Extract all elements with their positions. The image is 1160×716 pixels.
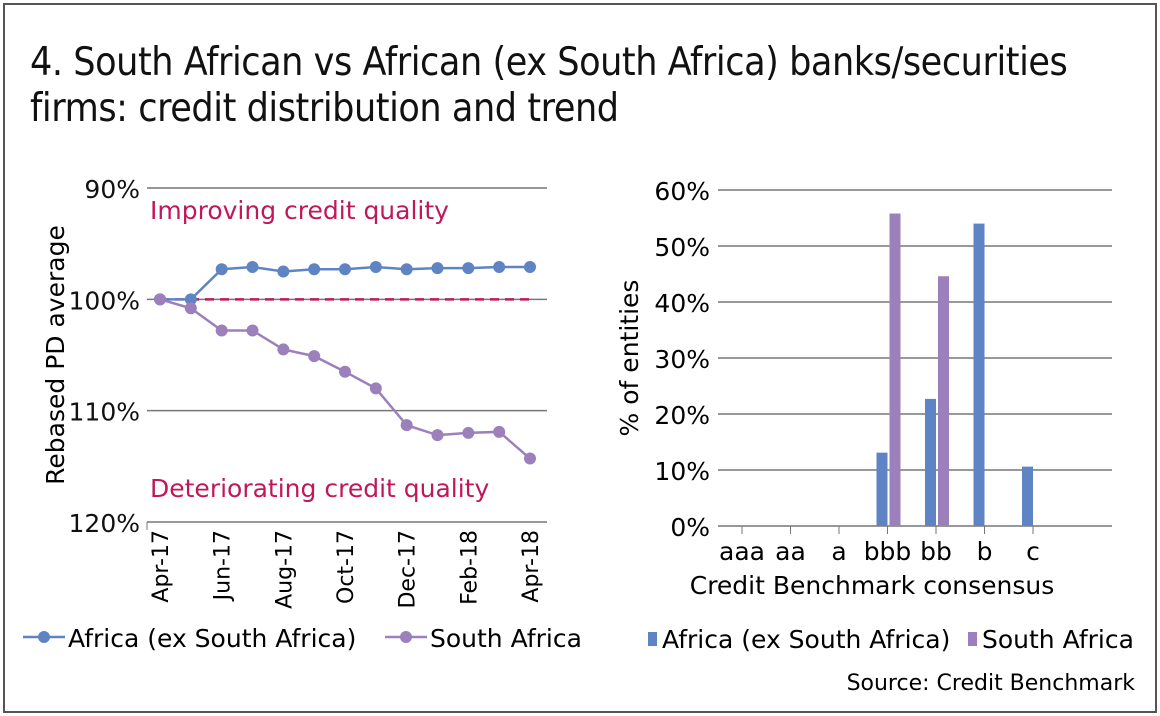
data-point xyxy=(154,293,166,306)
legend-label: South Africa xyxy=(430,624,582,653)
data-point xyxy=(339,365,351,378)
data-point xyxy=(400,419,413,432)
x-tick-label: Apr-17 xyxy=(149,530,174,603)
y-tick-label: 90% xyxy=(84,175,140,204)
legend-label: Africa (ex South Africa) xyxy=(662,625,950,654)
legend-swatch xyxy=(968,632,977,646)
bar xyxy=(938,276,949,526)
data-point xyxy=(524,261,536,274)
data-point xyxy=(431,262,444,275)
data-point xyxy=(462,426,475,439)
legend-swatch xyxy=(648,632,657,646)
x-axis-label: Credit Benchmark consensus xyxy=(690,571,1055,600)
data-point xyxy=(308,350,321,363)
legend-label: Africa (ex South Africa) xyxy=(68,624,356,653)
x-tick-label: Dec-17 xyxy=(396,530,421,609)
frame xyxy=(3,3,1157,713)
data-point xyxy=(215,324,228,337)
y-tick-label: 30% xyxy=(654,345,710,374)
data-point xyxy=(184,293,197,306)
annotation-improving: Improving credit quality xyxy=(150,196,449,225)
data-point xyxy=(493,261,506,274)
x-tick-label: a xyxy=(831,537,846,566)
x-tick-label: c xyxy=(1026,537,1040,566)
data-point xyxy=(462,262,475,275)
bar xyxy=(973,223,985,526)
x-tick-label: aaa xyxy=(719,537,765,566)
y-tick-label: 120% xyxy=(69,509,140,538)
bar xyxy=(925,398,936,526)
x-tick-label: aa xyxy=(775,537,806,566)
x-tick-label: Oct-17 xyxy=(334,530,359,604)
y-tick-label: 100% xyxy=(69,286,140,315)
y-tick-label: 10% xyxy=(654,457,710,486)
data-point xyxy=(400,263,413,276)
data-point xyxy=(215,263,228,276)
bar xyxy=(876,452,888,526)
source-note: Source: Credit Benchmark xyxy=(847,671,1136,696)
x-tick-label: Aug-17 xyxy=(272,530,297,609)
y-axis-label: % of entities xyxy=(615,280,644,437)
data-point xyxy=(277,265,290,278)
x-tick-label: Jun-17 xyxy=(211,530,236,602)
series-line xyxy=(159,298,531,460)
y-tick-label: 0% xyxy=(670,513,710,542)
x-tick-label: bb xyxy=(920,537,952,566)
x-tick-label: b xyxy=(977,537,993,566)
data-point xyxy=(308,263,321,276)
data-point xyxy=(493,425,506,438)
data-point xyxy=(369,261,382,274)
bar xyxy=(1022,466,1033,526)
annotation-deteriorating: Deteriorating credit quality xyxy=(150,474,489,503)
legend-marker xyxy=(400,631,412,643)
data-point xyxy=(184,302,197,315)
chart-title: 4. South African vs African (ex South Af… xyxy=(30,40,1068,131)
y-tick-label: 60% xyxy=(654,177,710,206)
bar xyxy=(889,213,901,526)
data-point xyxy=(277,343,290,356)
x-tick-label: Feb-18 xyxy=(457,530,482,605)
y-tick-label: 110% xyxy=(69,398,140,427)
data-point xyxy=(246,261,259,274)
data-point xyxy=(246,324,259,337)
data-point xyxy=(339,263,351,276)
legend-marker xyxy=(38,631,50,643)
data-point xyxy=(524,452,536,465)
data-point xyxy=(369,382,382,395)
x-tick-label: Apr-18 xyxy=(519,530,544,603)
data-point xyxy=(431,429,444,442)
legend-label: South Africa xyxy=(982,625,1134,654)
y-tick-label: 50% xyxy=(654,233,710,262)
y-tick-label: 40% xyxy=(654,289,710,318)
y-axis-label: Rebased PD average xyxy=(41,225,70,485)
x-tick-label: bbb xyxy=(864,537,912,566)
y-tick-label: 20% xyxy=(654,401,710,430)
